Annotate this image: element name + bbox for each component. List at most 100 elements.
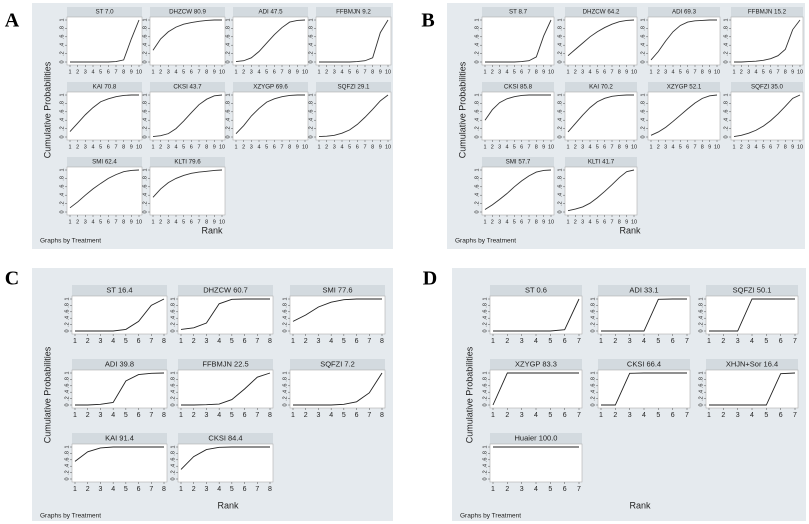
- y-tick-label: .2: [474, 201, 480, 206]
- x-tick-label: 1: [483, 144, 486, 150]
- y-tick-label: .4: [59, 118, 65, 123]
- y-tick-label: 0: [557, 210, 563, 213]
- x-tick-label: 5: [230, 412, 234, 419]
- x-tick-label: 9: [130, 219, 133, 225]
- y-tick-label: 1: [170, 445, 176, 448]
- y-tick-label: 0: [640, 60, 646, 63]
- x-tick-label: 1: [73, 338, 77, 345]
- x-tick-label: 2: [740, 144, 743, 150]
- x-tick-label: 7: [367, 412, 371, 419]
- y-tick-label: 1: [308, 93, 314, 96]
- cumulative-line: [152, 19, 222, 51]
- x-tick-label: 3: [316, 412, 320, 419]
- x-tick-label: 4: [754, 69, 757, 75]
- plot-area: [489, 295, 583, 335]
- subplot-header: [72, 359, 167, 370]
- y-tick-label: .8: [698, 377, 704, 382]
- x-tick-label: 5: [348, 144, 351, 150]
- x-tick-label: 4: [750, 338, 754, 345]
- cumulative-line: [69, 169, 140, 209]
- y-tick-label: .8: [64, 451, 70, 456]
- x-tick-label: 9: [625, 219, 628, 225]
- y-tick-label: .2: [225, 51, 231, 56]
- x-tick-label: 2: [304, 338, 308, 345]
- x-tick-label: 10: [797, 144, 803, 150]
- x-tick-label: 5: [596, 144, 599, 150]
- y-tick-label: .4: [282, 316, 288, 321]
- y-tick-label: .8: [590, 303, 596, 308]
- x-axis-label: Rank: [201, 225, 223, 235]
- x-tick-label: 8: [371, 144, 374, 150]
- x-tick-label: 1: [649, 69, 652, 75]
- panel-letter: A: [5, 10, 20, 32]
- cumulative-line: [292, 298, 382, 322]
- x-tick-label: 1: [317, 69, 320, 75]
- y-tick-label: .2: [308, 126, 314, 131]
- y-tick-label: 0: [64, 477, 70, 480]
- plot-area: [149, 16, 226, 66]
- y-tick-label: .4: [640, 118, 646, 123]
- x-tick-label: 7: [527, 69, 530, 75]
- x-tick-label: 4: [217, 412, 221, 419]
- x-tick-label: 3: [84, 219, 87, 225]
- x-tick-label: 2: [740, 69, 743, 75]
- subplot-header: [565, 157, 637, 167]
- y-tick-label: .8: [474, 176, 480, 181]
- y-tick-label: 0: [590, 329, 596, 332]
- y-tick-label: 1: [170, 371, 176, 374]
- plot-area: [705, 369, 799, 409]
- subplot-title: FFBMJN 15.2: [748, 9, 787, 16]
- x-tick-label: 10: [548, 69, 554, 75]
- subplot-header: [233, 82, 308, 92]
- y-tick-label: 1: [640, 93, 646, 96]
- x-tick-label: 6: [520, 144, 523, 150]
- y-tick-label: 0: [482, 403, 488, 406]
- y-tick-label: 1: [225, 93, 231, 96]
- y-tick-label: .2: [590, 322, 596, 327]
- subplot-header: [67, 7, 142, 17]
- y-tick-label: 0: [482, 477, 488, 480]
- x-tick-label: 3: [204, 338, 208, 345]
- subplot-title: KAI 91.4: [105, 433, 134, 442]
- x-tick-label: 3: [747, 144, 750, 150]
- y-tick-label: .6: [482, 310, 488, 315]
- y-tick-label: 0: [474, 60, 480, 63]
- y-tick-label: .4: [225, 43, 231, 48]
- x-tick-label: 7: [527, 144, 530, 150]
- x-tick-label: 2: [574, 144, 577, 150]
- x-tick-label: 5: [679, 69, 682, 75]
- panel-letter: D: [423, 268, 437, 290]
- x-tick-label: 7: [114, 69, 117, 75]
- x-tick-label: 6: [107, 144, 110, 150]
- y-tick-label: .2: [557, 126, 563, 131]
- subplot-header: [565, 7, 637, 17]
- x-tick-label: 5: [348, 69, 351, 75]
- x-tick-label: 2: [325, 144, 328, 150]
- subplot-header: [67, 157, 142, 167]
- subplot-header: [178, 433, 273, 444]
- x-tick-label: 1: [151, 69, 154, 75]
- subplot-title: CKSI 43.7: [173, 84, 202, 91]
- y-tick-label: .2: [482, 322, 488, 327]
- y-tick-label: .6: [557, 35, 563, 40]
- y-tick-label: 1: [474, 168, 480, 171]
- subplot-title: ADI 69.3: [672, 9, 697, 16]
- y-tick-label: .8: [557, 176, 563, 181]
- y-tick-label: .8: [225, 101, 231, 106]
- y-tick-label: .8: [723, 101, 729, 106]
- x-tick-label: 10: [219, 144, 225, 150]
- x-tick-label: 9: [625, 69, 628, 75]
- x-tick-label: 2: [86, 486, 90, 493]
- subplot-title: KAI 70.8: [93, 84, 117, 91]
- x-tick-label: 1: [151, 144, 154, 150]
- panel-letter: B: [421, 10, 434, 32]
- x-tick-label: 4: [534, 486, 538, 493]
- x-tick-label: 3: [628, 412, 632, 419]
- y-tick-label: 1: [64, 445, 70, 448]
- plot-area: [71, 369, 168, 409]
- x-tick-label: 4: [340, 144, 343, 150]
- y-tick-label: .6: [474, 110, 480, 115]
- x-tick-label: 6: [769, 144, 772, 150]
- y-axis-label: Cumulative Probabilities: [464, 346, 474, 443]
- x-tick-label: 3: [250, 69, 253, 75]
